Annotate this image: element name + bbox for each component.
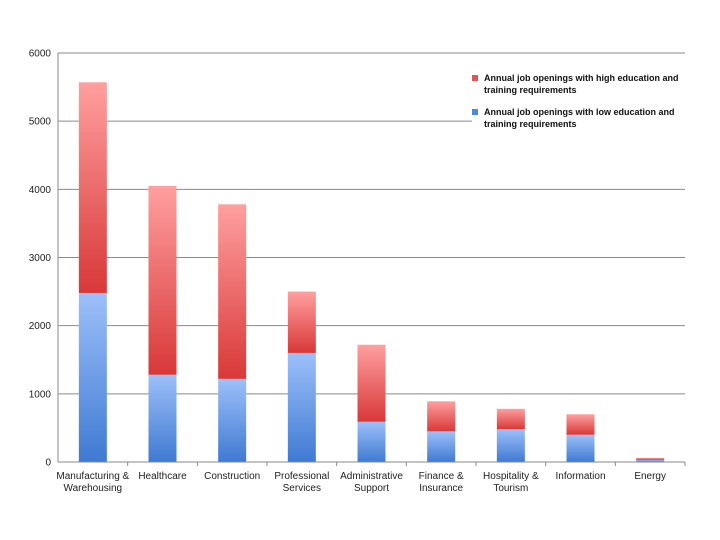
x-category-label-line: Administrative [340,471,403,482]
legend-item-low: Annual job openings with low education a… [472,106,687,130]
x-category-label-4: Administrative Support [340,471,403,494]
bar-low-5 [427,431,456,462]
bar-high-7 [566,414,595,435]
x-category-label-line: Tourism [493,483,528,494]
x-category-label-line: Information [555,471,605,482]
legend-label-high: Annual job openings with high education … [484,73,679,95]
x-category-label-line: Construction [204,471,260,482]
y-tick-label-6000: 6000 [29,49,52,60]
x-category-label-line: Professional [274,471,329,482]
bar-high-1 [148,185,177,375]
bar-high-5 [427,401,456,432]
x-category-label-8: Energy [634,471,666,482]
legend: Annual job openings with high education … [472,72,687,140]
bar-high-6 [496,408,525,430]
legend-swatch-low [472,109,478,115]
bar-low-8 [636,459,665,462]
bar-low-7 [566,434,595,462]
bar-high-3 [287,291,316,353]
x-category-label-line: Insurance [419,483,463,494]
x-category-label-2: Construction [204,471,260,482]
y-tick-label-1000: 1000 [29,389,52,400]
legend-item-high: Annual job openings with high education … [472,72,687,96]
y-tick-label-5000: 5000 [29,117,52,128]
x-category-label-line: Hospitality & [483,471,539,482]
legend-swatch-high [472,75,478,81]
x-category-label-line: Services [283,483,321,494]
bar-high-2 [218,204,247,379]
x-category-label-line: Warehousing [64,483,123,494]
x-category-label-line: Energy [634,471,666,482]
bar-high-8 [636,457,665,460]
bar-low-2 [218,378,247,462]
x-category-label-5: Finance & Insurance [419,471,464,494]
x-category-label-7: Information [555,471,605,482]
x-category-label-6: Hospitality & Tourism [483,471,539,494]
x-category-label-3: Professional Services [274,471,329,494]
bar-low-6 [496,429,525,462]
x-category-label-line: Manufacturing & [56,471,129,482]
x-category-label-0: Manufacturing & Warehousing [56,471,129,494]
bar-low-3 [287,352,316,462]
bar-low-1 [148,374,177,462]
bar-low-0 [78,292,107,462]
y-tick-label-4000: 4000 [29,185,52,196]
bar-high-0 [78,82,107,293]
legend-label-low: Annual job openings with low education a… [484,107,675,129]
x-category-label-line: Healthcare [138,471,187,482]
y-tick-label-2000: 2000 [29,321,52,332]
x-category-label-line: Support [354,483,389,494]
y-tick-label-0: 0 [45,458,51,469]
x-category-label-1: Healthcare [138,471,187,482]
bar-low-4 [357,421,386,462]
y-tick-label-3000: 3000 [29,253,52,264]
bars [78,82,665,462]
axes: 0 1000 2000 3000 4000 5000 6000 Manufacturing &… [29,49,686,494]
bar-high-4 [357,344,386,422]
x-category-label-line: Finance & [419,471,464,482]
